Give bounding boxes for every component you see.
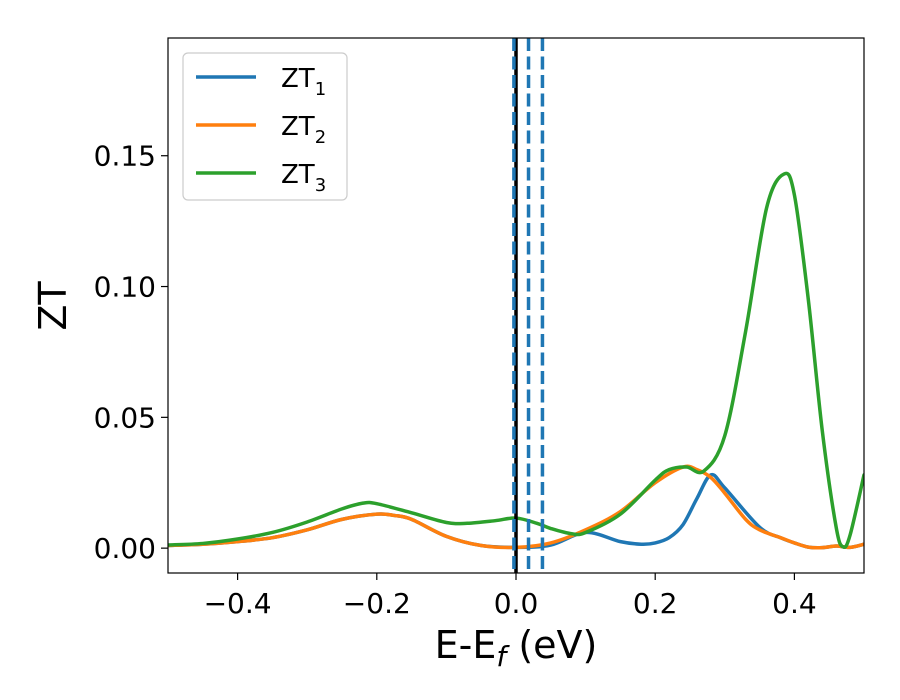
- y-tick-label: 0.05: [94, 401, 156, 434]
- plot-frame: [167, 37, 865, 574]
- x-axis-ticks: −0.4 −0.2 0.0 0.2 0.4: [204, 573, 817, 620]
- x-tick-label: 0.4: [772, 587, 817, 620]
- legend-label-subscript: 2: [315, 127, 326, 148]
- x-axis-title: E-Ef (eV): [435, 623, 598, 673]
- legend-label-main: ZT: [281, 160, 315, 190]
- legend-label-3: ZT3: [281, 160, 326, 196]
- legend-label-1: ZT1: [281, 64, 326, 100]
- x-tick-label: 0.0: [494, 587, 539, 620]
- y-tick-label: 0.10: [94, 271, 156, 304]
- y-axis-title: ZT: [31, 281, 75, 331]
- series-lines: [168, 171, 864, 550]
- x-tick-label: −0.2: [343, 587, 411, 620]
- legend-box: [182, 52, 348, 201]
- series-line-2: [168, 464, 864, 550]
- x-axis-title-main: E-E: [435, 623, 497, 667]
- x-tick-label: −0.4: [204, 587, 272, 620]
- legend-label-subscript: 1: [315, 79, 326, 100]
- y-tick-label: 0.00: [94, 532, 156, 565]
- x-axis-title-unit: (eV): [506, 623, 597, 667]
- legend-label-main: ZT: [281, 64, 315, 94]
- vertical-reference-lines: [512, 38, 545, 573]
- x-tick-label: 0.2: [633, 587, 678, 620]
- series-line-3: [168, 171, 864, 549]
- legend-label-main: ZT: [281, 112, 315, 142]
- y-axis-ticks: 0.00 0.05 0.10 0.15: [94, 140, 168, 565]
- y-tick-label: 0.15: [94, 140, 156, 173]
- legend-label-subscript: 3: [315, 175, 326, 196]
- legend-label-2: ZT2: [281, 112, 326, 148]
